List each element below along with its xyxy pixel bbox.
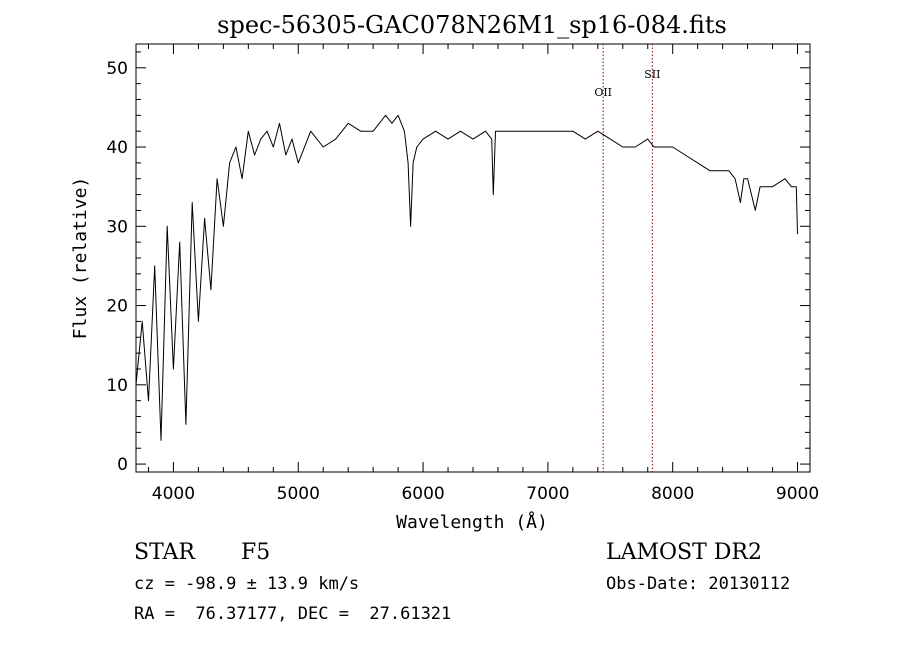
object-class: STAR [134,540,196,565]
plot-frame [135,43,811,473]
x-tick-label: 9000 [776,484,819,504]
plot-area: 4000 5000 6000 7000 8000 9000 0 10 20 30 40 50 OII S… [106,43,819,504]
line-markers: OII SII [594,44,660,472]
y-tick-label: 0 [117,455,128,475]
axis-tick-labels: 4000 5000 6000 7000 8000 9000 0 10 20 30 40 50 [106,59,819,504]
line-marker-label: OII [594,86,612,99]
survey-name: LAMOST DR2 [606,540,762,565]
y-tick-label: 40 [106,138,128,158]
observation-date: Obs-Date: 20130112 [606,574,790,594]
coordinates: RA = 76.37177, DEC = 27.61321 [134,604,451,624]
x-tick-label: 4000 [152,484,195,504]
y-tick-label: 20 [106,297,128,317]
y-tick-label: 50 [106,59,128,79]
y-tick-label: 10 [106,376,128,396]
object-subclass: F5 [241,540,270,565]
redshift-velocity: cz = -98.9 ± 13.9 km/s [134,574,359,594]
y-axis-label: Flux (relative) [70,177,91,340]
x-tick-label: 7000 [526,484,569,504]
x-tick-label: 8000 [651,484,694,504]
axis-ticks [136,44,810,472]
chart-title: spec-56305-GAC078N26M1_sp16-084.fits [217,11,727,39]
x-tick-label: 6000 [401,484,444,504]
series-group [135,114,798,441]
line-marker-label: SII [644,68,660,81]
x-tick-label: 5000 [277,484,320,504]
x-axis-label: Wavelength (Å) [396,511,548,533]
y-tick-label: 30 [106,217,128,237]
spectrum-line [135,114,798,441]
